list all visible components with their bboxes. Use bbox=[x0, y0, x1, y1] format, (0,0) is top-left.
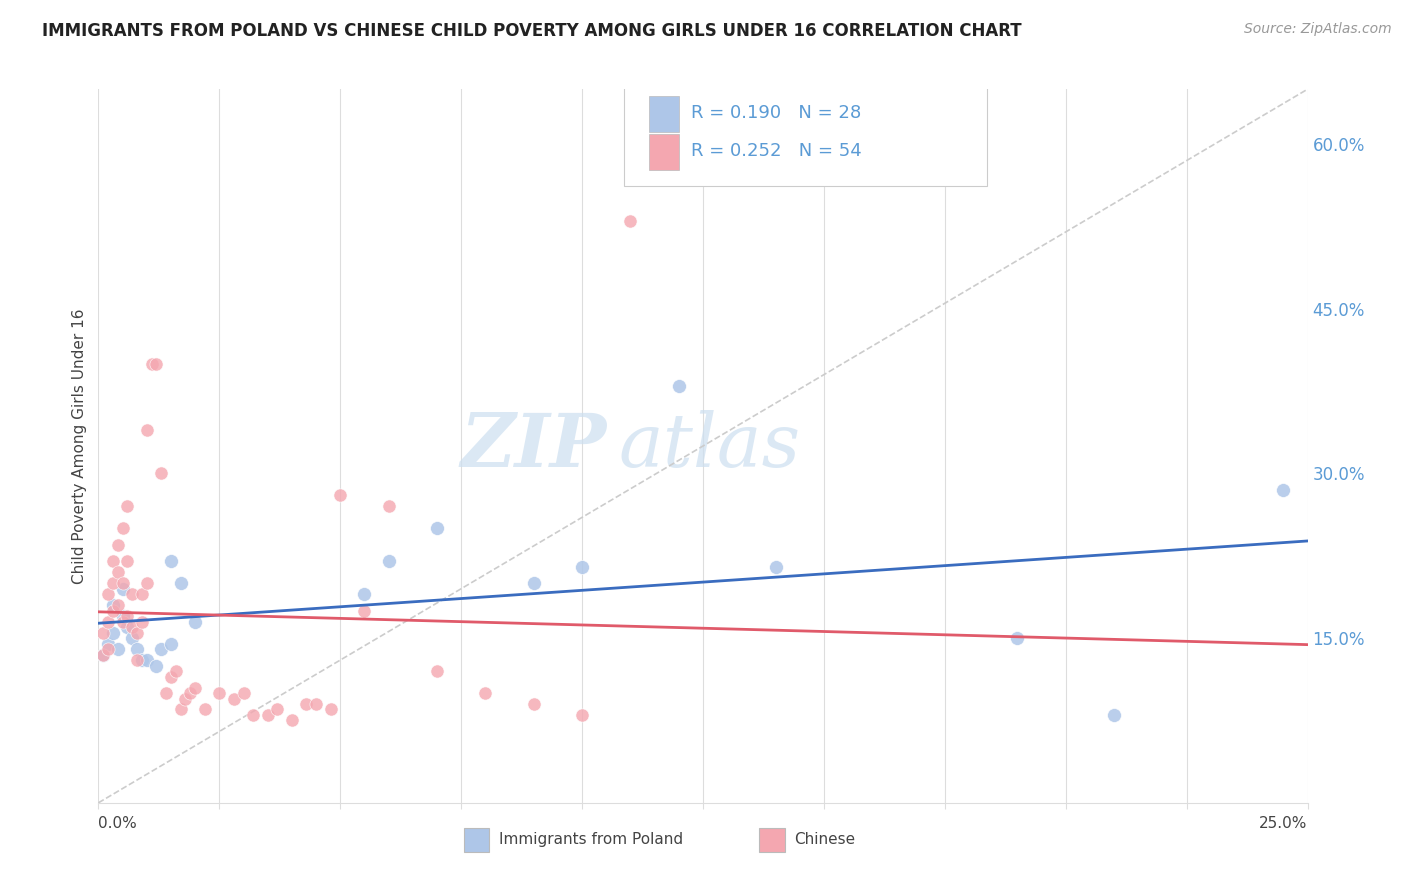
Point bbox=[295, 697, 318, 711]
Point bbox=[222, 691, 245, 706]
Point bbox=[765, 559, 787, 574]
Y-axis label: Child Poverty Among Girls Under 16: Child Poverty Among Girls Under 16 bbox=[72, 309, 87, 583]
Text: IMMIGRANTS FROM POLAND VS CHINESE CHILD POVERTY AMONG GIRLS UNDER 16 CORRELATION: IMMIGRANTS FROM POLAND VS CHINESE CHILD … bbox=[42, 22, 1022, 40]
Text: 0.0%: 0.0% bbox=[98, 816, 138, 831]
Point bbox=[107, 538, 129, 552]
Point bbox=[242, 708, 264, 723]
Point bbox=[169, 576, 191, 591]
Point bbox=[97, 637, 120, 651]
Point bbox=[135, 576, 157, 591]
Point bbox=[121, 620, 143, 634]
Point bbox=[101, 604, 124, 618]
Point bbox=[571, 708, 593, 723]
Point bbox=[121, 587, 143, 601]
Text: Source: ZipAtlas.com: Source: ZipAtlas.com bbox=[1244, 22, 1392, 37]
Point bbox=[208, 686, 231, 700]
Point bbox=[101, 554, 124, 568]
Point bbox=[160, 669, 183, 683]
Point bbox=[619, 214, 641, 228]
Point bbox=[145, 357, 167, 371]
Point bbox=[523, 697, 546, 711]
Point bbox=[91, 625, 114, 640]
Point bbox=[111, 521, 134, 535]
Point bbox=[111, 615, 134, 629]
Point bbox=[117, 554, 139, 568]
Point bbox=[111, 576, 134, 591]
Point bbox=[160, 637, 183, 651]
Point bbox=[668, 378, 690, 392]
Point bbox=[131, 615, 153, 629]
Point bbox=[377, 500, 399, 514]
Point bbox=[160, 554, 183, 568]
Point bbox=[101, 625, 124, 640]
FancyBboxPatch shape bbox=[648, 96, 679, 132]
Point bbox=[426, 521, 449, 535]
Point bbox=[377, 554, 399, 568]
Point bbox=[117, 609, 139, 624]
Text: R = 0.252   N = 54: R = 0.252 N = 54 bbox=[690, 143, 862, 161]
Point bbox=[101, 576, 124, 591]
Point bbox=[97, 642, 120, 657]
FancyBboxPatch shape bbox=[648, 134, 679, 169]
Point bbox=[127, 642, 149, 657]
Point bbox=[1272, 483, 1295, 497]
Point bbox=[131, 587, 153, 601]
Point bbox=[155, 686, 177, 700]
Point bbox=[145, 658, 167, 673]
Point bbox=[141, 357, 163, 371]
Point bbox=[111, 609, 134, 624]
Point bbox=[107, 642, 129, 657]
Point bbox=[426, 664, 449, 678]
Point bbox=[107, 598, 129, 612]
Point bbox=[91, 648, 114, 662]
Point bbox=[127, 653, 149, 667]
Text: atlas: atlas bbox=[619, 409, 800, 483]
Point bbox=[97, 587, 120, 601]
Point bbox=[353, 587, 375, 601]
Point bbox=[353, 604, 375, 618]
Point bbox=[101, 598, 124, 612]
Point bbox=[329, 488, 352, 502]
Text: Immigrants from Poland: Immigrants from Poland bbox=[499, 832, 683, 847]
Point bbox=[91, 648, 114, 662]
Text: ZIP: ZIP bbox=[460, 409, 606, 483]
Point bbox=[117, 500, 139, 514]
Point bbox=[135, 423, 157, 437]
Text: 25.0%: 25.0% bbox=[1260, 816, 1308, 831]
Point bbox=[131, 653, 153, 667]
Point bbox=[121, 631, 143, 645]
FancyBboxPatch shape bbox=[624, 86, 987, 186]
Point bbox=[117, 620, 139, 634]
Point bbox=[165, 664, 187, 678]
Point bbox=[523, 576, 546, 591]
Point bbox=[184, 615, 207, 629]
Point bbox=[111, 582, 134, 596]
Point bbox=[571, 559, 593, 574]
Point bbox=[107, 566, 129, 580]
Point bbox=[232, 686, 254, 700]
Text: Chinese: Chinese bbox=[794, 832, 855, 847]
Point bbox=[97, 615, 120, 629]
Point bbox=[150, 642, 173, 657]
Point bbox=[256, 708, 278, 723]
Point bbox=[281, 714, 304, 728]
Text: R = 0.190   N = 28: R = 0.190 N = 28 bbox=[690, 103, 860, 121]
Point bbox=[127, 625, 149, 640]
Point bbox=[1102, 708, 1125, 723]
Point bbox=[184, 681, 207, 695]
Point bbox=[179, 686, 201, 700]
Point bbox=[474, 686, 496, 700]
Point bbox=[169, 702, 191, 716]
Point bbox=[1007, 631, 1029, 645]
Point bbox=[319, 702, 342, 716]
Point bbox=[174, 691, 197, 706]
Point bbox=[266, 702, 288, 716]
Point bbox=[150, 467, 173, 481]
Point bbox=[305, 697, 328, 711]
Point bbox=[194, 702, 217, 716]
Point bbox=[135, 653, 157, 667]
